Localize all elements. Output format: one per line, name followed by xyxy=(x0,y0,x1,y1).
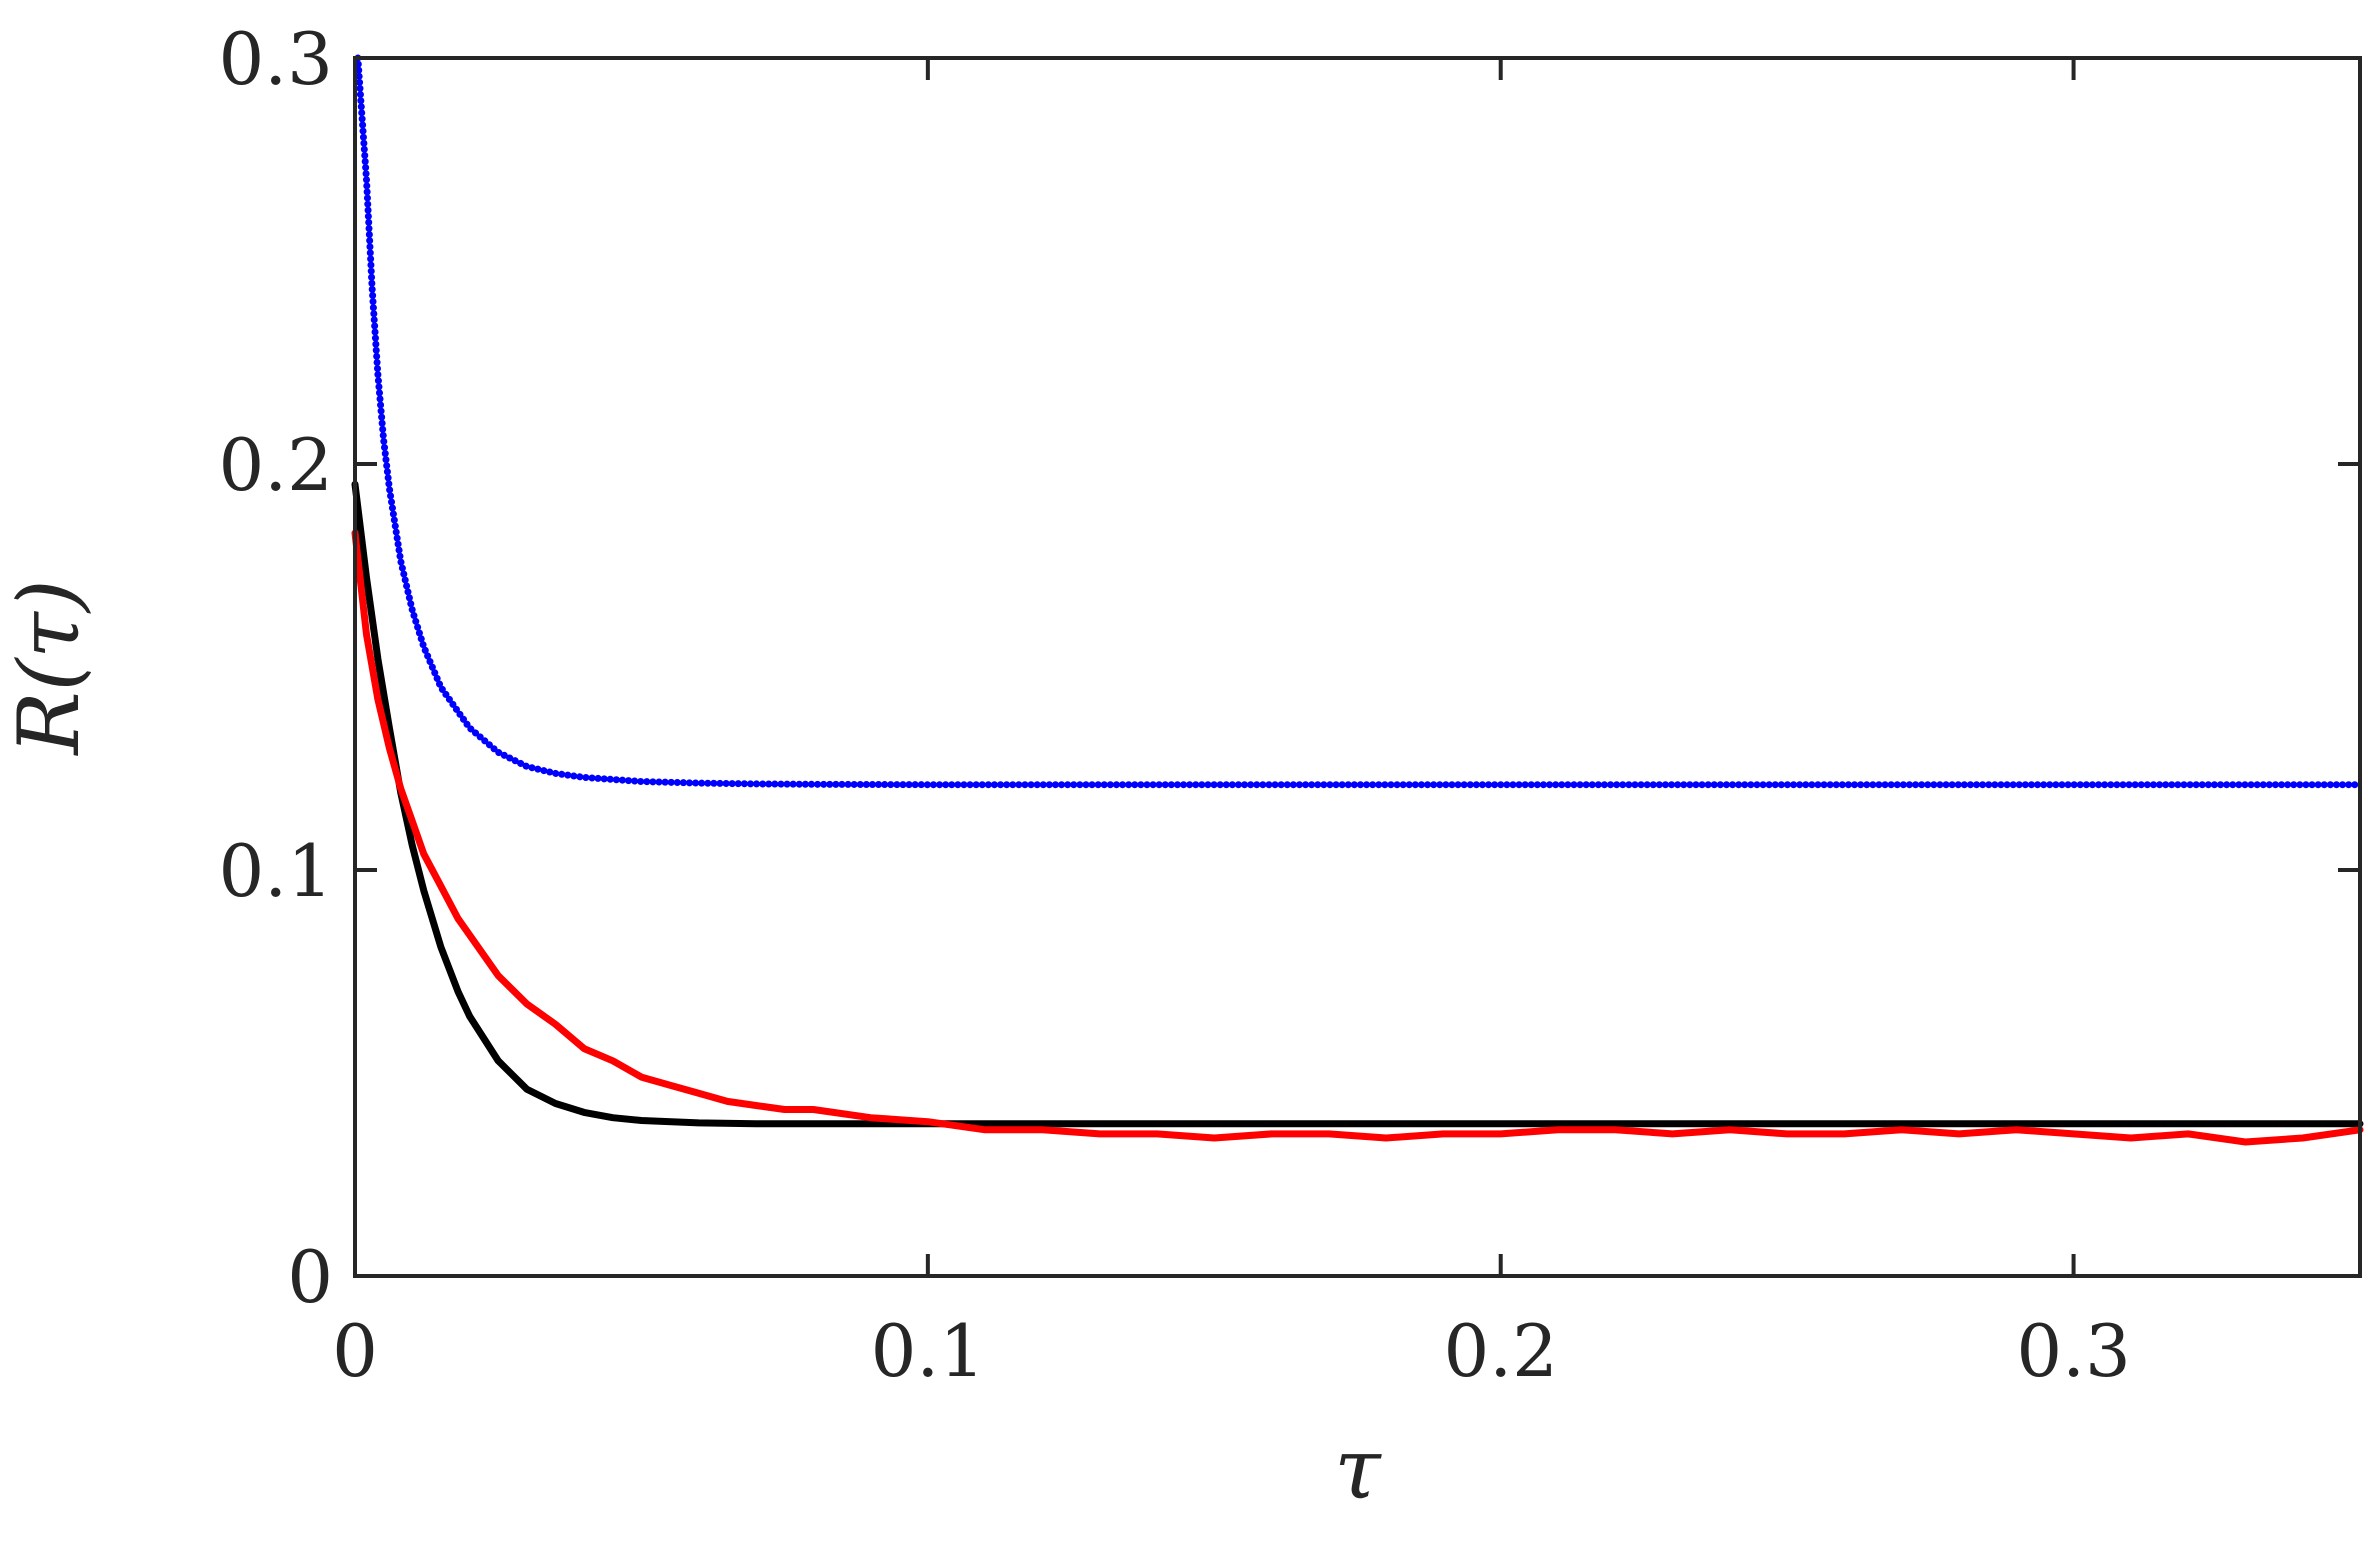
series-red-line xyxy=(351,529,2364,1146)
x-tick-label: 0 xyxy=(332,1309,378,1393)
y-tick-label: 0.1 xyxy=(218,829,333,913)
y-tick-label: 0 xyxy=(287,1235,333,1319)
y-axis-label: R(τ) xyxy=(0,579,98,756)
tick-layer: 0 0.1 0.2 0.3 0 0.1 0.2 0.3 xyxy=(218,17,2360,1393)
y-tick-label: 0.2 xyxy=(218,423,333,507)
x-tick-label: 0.1 xyxy=(871,1309,986,1393)
x-axis-label: τ xyxy=(1334,1420,1382,1518)
series-layer xyxy=(351,54,2364,1146)
x-tick-label: 0.2 xyxy=(1443,1309,1558,1393)
series-blue-line xyxy=(354,54,2364,789)
plot-frame xyxy=(353,56,2362,1278)
series-black-line xyxy=(351,480,2364,1128)
y-tick-label: 0.3 xyxy=(218,17,333,101)
x-tick-label: 0.3 xyxy=(2016,1309,2131,1393)
